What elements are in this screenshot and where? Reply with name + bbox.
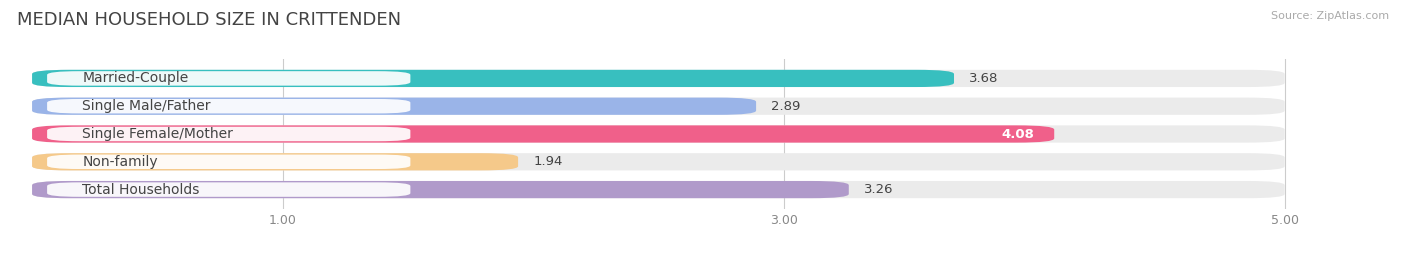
FancyBboxPatch shape [32,125,1285,143]
Text: Single Female/Mother: Single Female/Mother [82,127,233,141]
FancyBboxPatch shape [32,98,756,115]
Text: Total Households: Total Households [82,183,200,197]
Text: 4.08: 4.08 [1001,128,1035,140]
FancyBboxPatch shape [32,98,1285,115]
Text: Non-family: Non-family [82,155,157,169]
FancyBboxPatch shape [48,99,411,113]
FancyBboxPatch shape [32,125,1054,143]
Text: MEDIAN HOUSEHOLD SIZE IN CRITTENDEN: MEDIAN HOUSEHOLD SIZE IN CRITTENDEN [17,11,401,29]
Text: Single Male/Father: Single Male/Father [82,99,211,113]
FancyBboxPatch shape [48,71,411,86]
FancyBboxPatch shape [32,153,517,170]
FancyBboxPatch shape [32,181,1285,198]
FancyBboxPatch shape [48,182,411,197]
FancyBboxPatch shape [32,70,1285,87]
Text: 3.26: 3.26 [863,183,893,196]
FancyBboxPatch shape [32,70,955,87]
FancyBboxPatch shape [48,127,411,141]
Text: 1.94: 1.94 [533,155,562,168]
FancyBboxPatch shape [48,155,411,169]
Text: Source: ZipAtlas.com: Source: ZipAtlas.com [1271,11,1389,21]
Text: Married-Couple: Married-Couple [82,71,188,85]
Text: 3.68: 3.68 [969,72,998,85]
FancyBboxPatch shape [32,153,1285,170]
Text: 2.89: 2.89 [770,100,800,113]
FancyBboxPatch shape [32,181,849,198]
